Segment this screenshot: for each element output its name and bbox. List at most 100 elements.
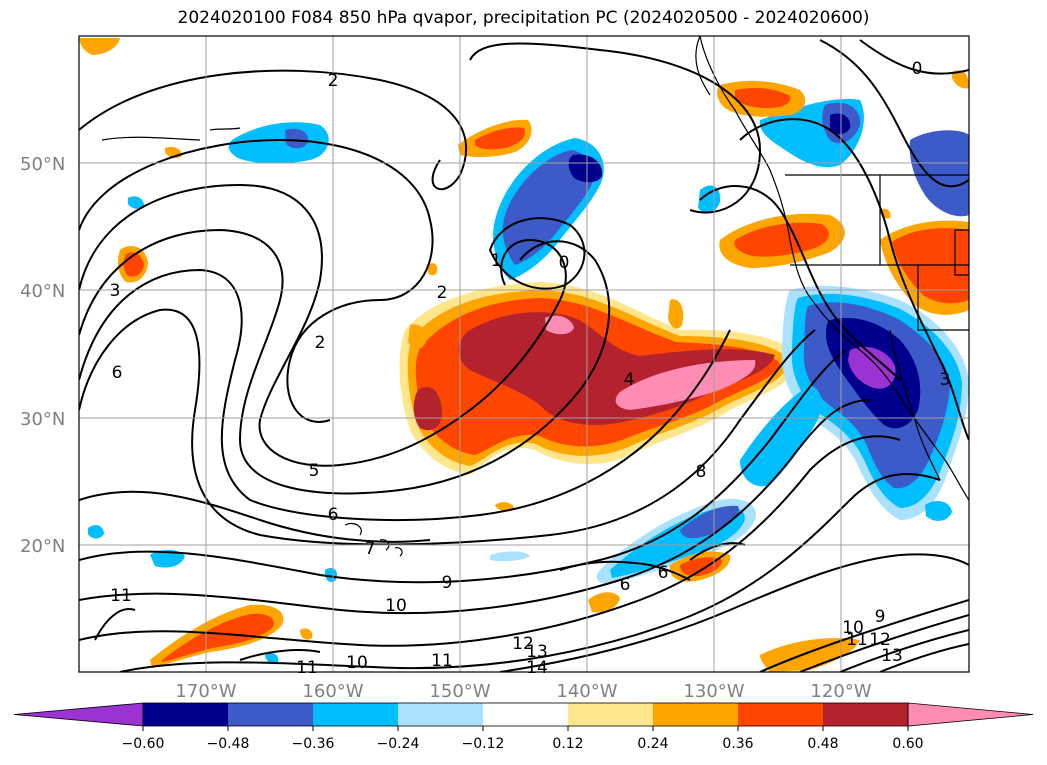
contour-label: 11 [296,658,318,678]
colorbar-segment [228,703,313,726]
coastline [101,127,241,141]
qvapor-contour-line [739,118,969,441]
colorbar-segment [738,703,823,726]
lon-label: 160°W [302,681,363,702]
precip-positive-band [413,386,443,431]
contour-label: 11 [431,651,453,671]
precip-positive-band [760,638,860,672]
contour-label: 6 [658,563,669,583]
colorbar-tick-label: 0.60 [892,736,923,752]
precip-positive-band [952,70,969,89]
coastline [889,329,941,481]
colorbar-tick-label: −0.36 [292,736,335,752]
contour-label: 3 [110,281,121,301]
gridlines [79,36,969,672]
coastlines [101,36,969,557]
contour-label: 0 [559,253,570,273]
qvapor-contour-line [79,138,434,423]
contour-label: 6 [328,505,339,525]
lon-label: 150°W [429,681,490,702]
precip-positive-band [680,557,722,577]
precip-negative-band [150,549,185,568]
qvapor-contour-line [119,473,941,672]
colorbar-tick-label: −0.24 [377,736,420,752]
contour-labels: 2 3 6 2 5 6 7 2 0 1 0 4 8 6 6 11 9 10 10… [110,59,951,678]
lon-label: 130°W [683,681,744,702]
colorbar-segment [483,703,568,726]
colorbar-tick-label: −0.60 [122,736,165,752]
contour-label: 0 [912,59,923,79]
colorbar: −0.60 −0.48 −0.36 −0.24 −0.12 0.12 0.24 0.36 0.4… [13,702,1034,752]
precip-negative-band [680,505,739,539]
precip-positive-band [475,127,526,150]
contour-label: 6 [620,575,631,595]
contour-label: 2 [315,333,326,353]
colorbar-segment [823,703,908,726]
colorbar-tick-label: 0.24 [637,736,668,752]
coastline [695,36,711,96]
colorbar-tick-label: 0.36 [722,736,753,752]
contour-label: 11 [846,630,868,650]
map-frame [78,35,970,673]
precip-positive-band [892,228,969,304]
colorbar-tick-label: −0.48 [207,736,250,752]
precip-negative-band [490,551,530,562]
lon-label: 140°W [556,681,617,702]
precip-negative-band [568,154,603,183]
colorbar-segment [568,703,653,726]
qvapor-contour-line [859,39,969,75]
lat-label: 30°N [20,409,65,430]
qvapor-contour-line [79,69,467,191]
colorbar-frame [142,702,909,727]
qvapor-contour-line [819,39,969,188]
contour-label: 4 [624,370,635,390]
qvapor-contour-line [239,649,321,661]
border [917,265,969,331]
precip-negative-band [324,568,338,582]
precip-positive-band [735,88,791,108]
coastline [344,522,403,557]
contour-label: 2 [437,283,448,303]
precipitation-shading [79,38,969,672]
qvapor-contour-line [759,599,969,672]
colorbar-segment [653,703,738,726]
precip-positive-band [162,613,274,662]
precip-positive-band [79,38,120,55]
colorbar-extend-max [907,702,1034,727]
precip-positive-band [408,324,427,349]
precip-positive-band [300,628,313,640]
qvapor-contour-line [559,560,691,581]
qvapor-contour-line [79,490,431,543]
contour-label: 14 [526,658,548,678]
precip-negative-band [830,113,851,135]
contour-label: 7 [365,539,376,559]
contour-label: 13 [881,646,903,666]
map-title: 2024020100 F084 850 hPa qvapor, precipit… [177,8,870,28]
qvapor-contour-line [499,553,969,672]
contour-label: 2 [328,71,339,91]
qvapor-contour-line [79,399,871,615]
precip-positive-band [588,592,620,613]
precip-negative-band [740,385,822,487]
lon-label: 170°W [175,681,236,702]
precip-negative-band [265,652,279,664]
qvapor-contour-line [94,608,136,641]
qvapor-contour-line [879,643,969,672]
lat-labels: 50°N 40°N 30°N 20°N [20,154,65,557]
qvapor-contour-line [79,268,731,521]
contour-label: 10 [842,618,864,638]
colorbar-segment [313,703,398,726]
precip-negative-band [88,525,104,539]
qvapor-contour-line [469,42,762,214]
contour-label: 10 [346,653,368,673]
precip-positive-band [495,502,514,511]
border [954,229,969,276]
precip-negative-band [925,500,952,521]
colorbar-segment [143,703,228,726]
qvapor-contour-line [488,217,586,290]
qvapor-contour-line [79,308,816,546]
precip-positive-band [668,299,684,329]
colorbar-tick-label: 0.12 [552,736,583,752]
precip-positive-band [615,360,756,410]
